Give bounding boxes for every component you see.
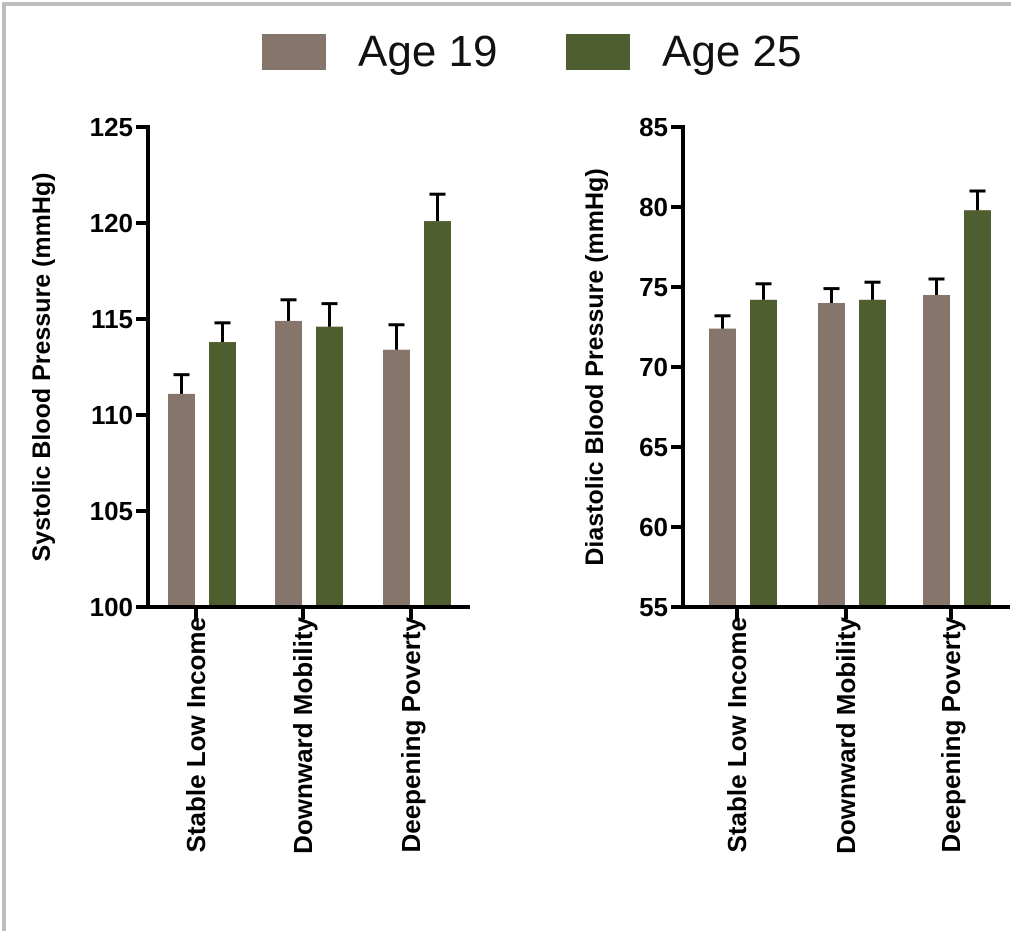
chart-2-bar-age-19-stable-low-income [709, 328, 736, 607]
legend-swatch-age-19 [262, 34, 326, 70]
legend-label-age-25: Age 25 [662, 27, 802, 76]
chart-1-y-tick-label-120: 120 [90, 208, 133, 238]
chart-1-bar-age-25-stable-low-income [209, 342, 236, 607]
chart-1-category-label-downward-mobility: Downward Mobility [288, 616, 318, 853]
chart-2-y-tick-label-55: 55 [639, 592, 668, 622]
legend: Age 19 Age 25 [0, 22, 1013, 82]
chart-2-bar-age-25-stable-low-income [750, 299, 777, 607]
chart-1-y-axis-title: Systolic Blood Pressure (mmHg) [28, 173, 56, 562]
chart-1-y-tick-label-125: 125 [90, 112, 133, 142]
chart-1-bar-age-25-deepening-poverty [424, 221, 451, 607]
chart-2-y-tick-label-80: 80 [639, 192, 668, 222]
chart-2-y-tick-label-70: 70 [639, 352, 668, 382]
chart-2-category-label-downward-mobility: Downward Mobility [831, 616, 861, 853]
legend-item-age-25: Age 25 [566, 22, 801, 82]
legend-item-age-19: Age 19 [262, 22, 497, 82]
chart-2-bar-age-25-downward-mobility [859, 299, 886, 607]
chart-2-y-tick-label-75: 75 [639, 272, 668, 302]
chart-1-bar-age-25-downward-mobility [316, 326, 343, 607]
chart-1-category-label-deepening-poverty: Deepening Poverty [396, 616, 426, 852]
chart-1-category-label-stable-low-income: Stable Low Income [181, 617, 211, 853]
chart-2-bar-age-19-downward-mobility [818, 303, 845, 607]
chart-2-y-axis-title: Diastolic Blood Pressure (mmHg) [581, 168, 609, 565]
legend-swatch-age-25 [566, 34, 630, 70]
chart-1-y-tick-label-115: 115 [91, 304, 133, 334]
chart-2-category-label-deepening-poverty: Deepening Poverty [936, 616, 966, 852]
chart-2-y-tick-label-85: 85 [639, 112, 668, 142]
chart-1-y-tick-label-110: 110 [91, 400, 133, 430]
chart-2-y-tick-label-65: 65 [639, 432, 668, 462]
chart-2-y-tick-label-60: 60 [639, 512, 668, 542]
chart-1-y-tick-label-105: 105 [90, 496, 133, 526]
chart-1-y-tick-label-100: 100 [90, 592, 133, 622]
chart-2-category-label-stable-low-income: Stable Low Income [722, 617, 752, 853]
legend-label-age-19: Age 19 [358, 27, 498, 76]
chart-1-bar-age-19-stable-low-income [168, 393, 195, 607]
chart-2-bar-age-19-deepening-poverty [923, 295, 950, 607]
chart-1-bar-age-19-downward-mobility [275, 320, 302, 607]
chart-1-bar-age-19-deepening-poverty [383, 349, 410, 607]
chart-2-bar-age-25-deepening-poverty [964, 210, 991, 607]
